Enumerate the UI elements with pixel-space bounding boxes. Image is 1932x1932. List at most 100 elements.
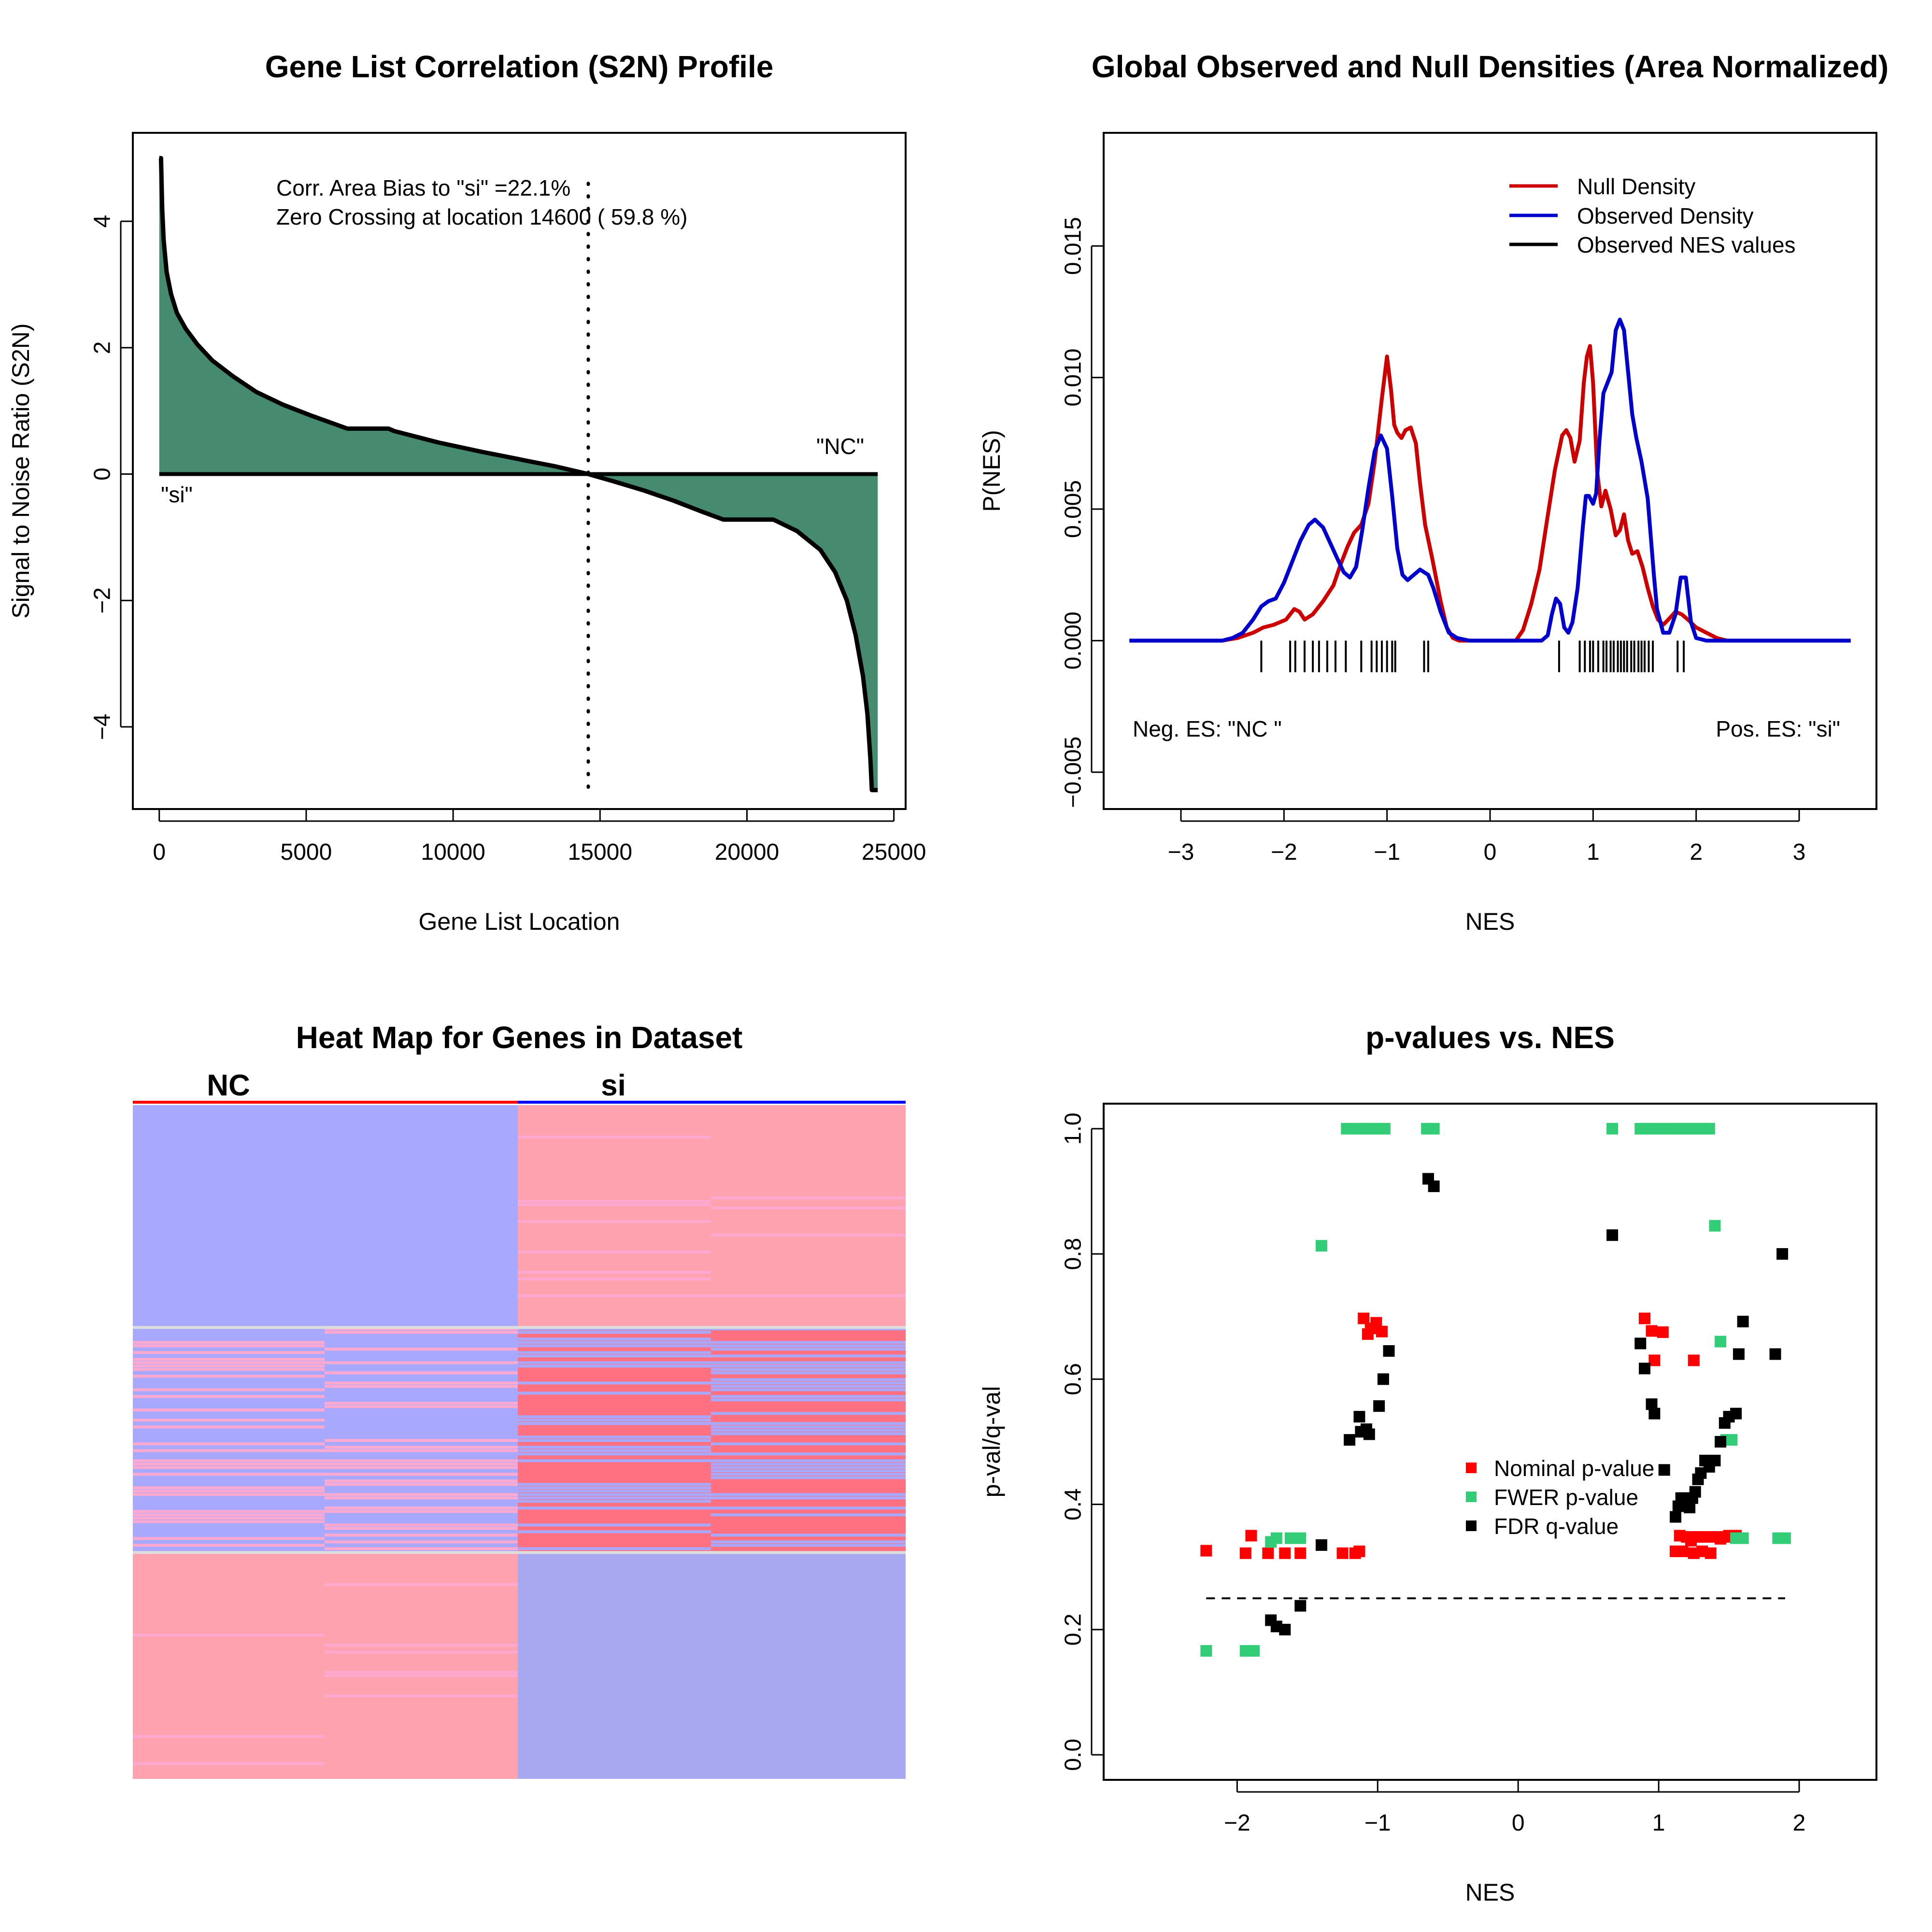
fdr-qvalue-point	[1769, 1348, 1781, 1360]
fdr-qvalue-point	[1279, 1623, 1291, 1635]
heatmap-gene-row	[518, 1452, 711, 1456]
s2n-y-tick-label: 0	[90, 468, 115, 481]
heatmap-gene-row	[325, 1385, 518, 1388]
heatmap-gene-row	[711, 1442, 906, 1446]
heatmap-gene-row	[711, 1371, 906, 1375]
heatmap-gene-row	[518, 1203, 711, 1206]
heatmap-gene-row	[518, 1250, 711, 1253]
heatmap-gene-row	[133, 1473, 325, 1476]
heatmap-gene-row	[325, 1506, 518, 1510]
heatmap-cell	[133, 1552, 325, 1779]
heatmap-gene-row	[518, 1459, 711, 1463]
heatmap-gene-row	[518, 1392, 711, 1395]
heatmap-cell	[518, 1552, 711, 1779]
nominal-pvalue-point	[1646, 1325, 1658, 1337]
heatmap-gene-row	[711, 1466, 906, 1469]
heatmap-gene-row	[711, 1463, 906, 1466]
legend-fdr-swatch	[1466, 1520, 1477, 1531]
s2n-x-axis-label: Gene List Location	[419, 908, 620, 935]
heatmap-gene-row	[518, 1361, 711, 1364]
heatmap-gene-row	[518, 1136, 711, 1138]
fdr-qvalue-point	[1377, 1373, 1389, 1385]
fwer-pvalue-point	[1606, 1122, 1619, 1135]
nominal-pvalue-point	[1245, 1530, 1257, 1542]
heatmap-gene-row	[711, 1459, 906, 1463]
heatmap-gene-row	[325, 1483, 518, 1486]
heatmap-gene-row	[711, 1506, 906, 1510]
heatmap-group-nc-label: NC	[207, 1069, 250, 1102]
heatmap-gene-row	[133, 1537, 325, 1540]
heatmap-gene-row	[325, 1644, 518, 1647]
heatmap-gene-row	[133, 1419, 325, 1422]
fwer-pvalue-point	[1315, 1240, 1327, 1252]
pvalue-y-tick-label: 0.2	[1061, 1614, 1086, 1646]
pvalue-title: p-values vs. NES	[1365, 1020, 1615, 1055]
fdr-qvalue-point	[1344, 1434, 1356, 1446]
heatmap-gene-row	[711, 1341, 906, 1344]
heatmap-gene-row	[133, 1364, 325, 1368]
heatmap-cluster-separator	[133, 1551, 906, 1554]
pvalue-x-tick-label: 0	[1512, 1810, 1525, 1836]
heatmap-gene-row	[711, 1425, 906, 1429]
s2n-x-tick-label: 5000	[281, 839, 332, 865]
density-x-tick-label: −1	[1374, 839, 1400, 865]
heatmap-gene-row	[518, 1449, 711, 1452]
heatmap-gene-row	[518, 1344, 711, 1348]
s2n-y-tick-label: −4	[90, 714, 115, 740]
heatmap-cell	[711, 1327, 906, 1553]
heatmap-gene-row	[518, 1547, 711, 1550]
heatmap-gene-row	[518, 1486, 711, 1490]
heatmap-gene-row	[711, 1534, 906, 1537]
heatmap-gene-row	[711, 1422, 906, 1425]
heatmap-gene-row	[133, 1544, 325, 1547]
s2n-nc-label: "NC"	[816, 434, 864, 459]
fdr-qvalue-point	[1733, 1348, 1745, 1360]
heatmap-gene-row	[325, 1534, 518, 1537]
legend-observed-nes-label: Observed NES values	[1577, 232, 1796, 257]
fdr-qvalue-point	[1634, 1337, 1647, 1350]
nominal-pvalue-point	[1353, 1545, 1365, 1557]
pvalue-y-tick-label: 1.0	[1061, 1112, 1086, 1145]
heatmap-gene-row	[133, 1493, 325, 1496]
density-x-tick-label: 1	[1587, 839, 1600, 865]
heatmap-gene-row	[711, 1207, 906, 1209]
heatmap-gene-row	[133, 1344, 325, 1348]
heatmap-gene-row	[711, 1473, 906, 1476]
s2n-profile-panel: Gene List Correlation (S2N) Profile 0 500…	[7, 49, 926, 935]
nominal-pvalue-point	[1336, 1547, 1349, 1559]
heatmap-gene-row	[518, 1500, 711, 1503]
legend-nominal-label: Nominal p-value	[1494, 1456, 1654, 1481]
null-density-curve	[1129, 344, 1851, 643]
heatmap-gene-row	[133, 1513, 325, 1517]
s2n-x-tick-label: 0	[153, 839, 166, 865]
heatmap-gene-row	[711, 1513, 906, 1517]
heatmap-gene-row	[518, 1271, 711, 1274]
fwer-pvalue-point	[1428, 1122, 1440, 1135]
heatmap-gene-row	[325, 1466, 518, 1469]
heatmap-gene-row	[133, 1735, 325, 1738]
heatmap-gene-row	[518, 1200, 711, 1203]
heatmap-gene-row	[325, 1459, 518, 1463]
fwer-pvalue-point	[1200, 1645, 1212, 1657]
density-title: Global Observed and Null Densities (Area…	[1092, 49, 1889, 84]
heatmap-gene-row	[518, 1351, 711, 1354]
heatmap-gene-row	[711, 1432, 906, 1435]
heatmap-gene-row	[133, 1517, 325, 1520]
heatmap-gene-row	[133, 1762, 325, 1765]
nominal-pvalue-point	[1358, 1312, 1370, 1324]
heatmap-gene-row	[711, 1348, 906, 1351]
heatmap-gene-row	[711, 1381, 906, 1385]
nominal-pvalue-point	[1376, 1325, 1388, 1337]
fdr-qvalue-point	[1315, 1539, 1327, 1551]
fdr-qvalue-point	[1658, 1464, 1670, 1476]
heatmap-gene-row	[325, 1371, 518, 1375]
density-x-axis-label: NES	[1465, 908, 1515, 935]
s2n-area-bias-annotation: Corr. Area Bias to "si" =22.1%	[276, 175, 570, 200]
heatmap-gene-row	[133, 1341, 325, 1344]
neg-es-annotation: Neg. ES: "NC "	[1133, 716, 1282, 741]
density-legend: Null Density Observed Density Observed N…	[1509, 174, 1796, 257]
legend-null-density-label: Null Density	[1577, 174, 1695, 199]
heatmap-gene-row	[325, 1479, 518, 1483]
fdr-qvalue-point	[1353, 1411, 1365, 1423]
